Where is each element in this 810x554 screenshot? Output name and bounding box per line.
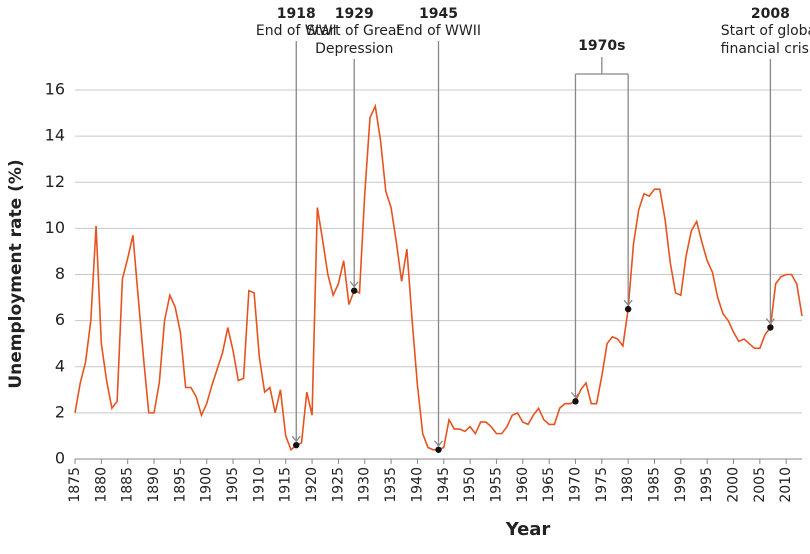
annotation-year: 1945 <box>419 6 458 22</box>
x-tick-label: 1900 <box>199 467 215 503</box>
y-axis-title: Unemployment rate (%) <box>6 159 26 388</box>
x-tick-label: 1990 <box>673 467 689 503</box>
x-tick-label: 1980 <box>620 467 636 503</box>
x-tick-label: 2000 <box>726 467 742 503</box>
y-tick-label: 12 <box>45 172 65 191</box>
y-tick-label: 8 <box>55 264 65 283</box>
annotation-text: Start of global <box>721 23 810 39</box>
x-tick-label: 1985 <box>646 467 662 503</box>
event-marker <box>435 446 442 453</box>
x-tick-label: 1935 <box>383 467 399 503</box>
annotation-year: 1918 <box>277 6 316 22</box>
bracket-label: 1970s <box>578 38 625 54</box>
x-tick-label: 1995 <box>699 467 715 503</box>
arrow-head <box>291 435 301 443</box>
y-tick-label: 0 <box>55 449 65 468</box>
arrow-head <box>623 299 633 307</box>
x-tick-label: 1945 <box>436 467 452 503</box>
x-tick-label: 1965 <box>541 467 557 503</box>
arrow-head <box>765 318 775 325</box>
annotation-year: 2008 <box>751 6 790 22</box>
y-tick-label: 16 <box>45 80 65 99</box>
x-tick-label: 1970 <box>567 467 583 503</box>
y-tick-label: 6 <box>55 310 65 329</box>
annotation-text: Start of Great <box>306 23 402 39</box>
arrow-head <box>433 440 444 447</box>
x-tick-label: 1950 <box>462 467 478 503</box>
x-tick-label: 1955 <box>488 467 504 503</box>
event-marker <box>624 305 632 313</box>
x-tick-label: 1920 <box>304 467 320 503</box>
x-axis-title: Year <box>505 519 551 540</box>
arrow-head <box>349 281 359 288</box>
y-tick-label: 2 <box>55 402 65 421</box>
x-tick-label: 1895 <box>172 467 188 503</box>
x-tick-label: 1890 <box>146 467 162 503</box>
x-tick-label: 1915 <box>278 467 294 503</box>
event-marker <box>572 398 579 405</box>
annotation-year: 1929 <box>335 6 374 22</box>
x-tick-label: 1930 <box>357 467 373 503</box>
arrow-head <box>570 391 580 399</box>
event-marker <box>767 324 774 331</box>
x-tick-label: 1960 <box>515 467 531 503</box>
x-tick-label: 1910 <box>251 467 267 503</box>
x-tick-label: 2005 <box>752 467 768 503</box>
x-tick-label: 1875 <box>67 467 83 503</box>
x-tick-label: 1885 <box>120 467 136 503</box>
y-tick-label: 14 <box>45 126 65 145</box>
x-tick-label: 1925 <box>330 467 346 503</box>
y-tick-label: 10 <box>45 218 65 237</box>
x-tick-label: 1975 <box>594 467 610 503</box>
x-tick-label: 1940 <box>409 467 425 503</box>
annotation-text: End of WWI <box>256 23 337 39</box>
annotation-text: End of WWII <box>396 23 481 39</box>
event-marker <box>351 287 358 294</box>
event-marker <box>293 441 300 449</box>
annotation-text: financial crisis <box>721 41 810 57</box>
x-tick-label: 2010 <box>778 467 794 503</box>
x-tick-label: 1880 <box>93 467 109 503</box>
annotation-text: Depression <box>315 41 393 57</box>
x-tick-label: 1905 <box>225 467 241 503</box>
y-tick-label: 4 <box>55 356 65 375</box>
